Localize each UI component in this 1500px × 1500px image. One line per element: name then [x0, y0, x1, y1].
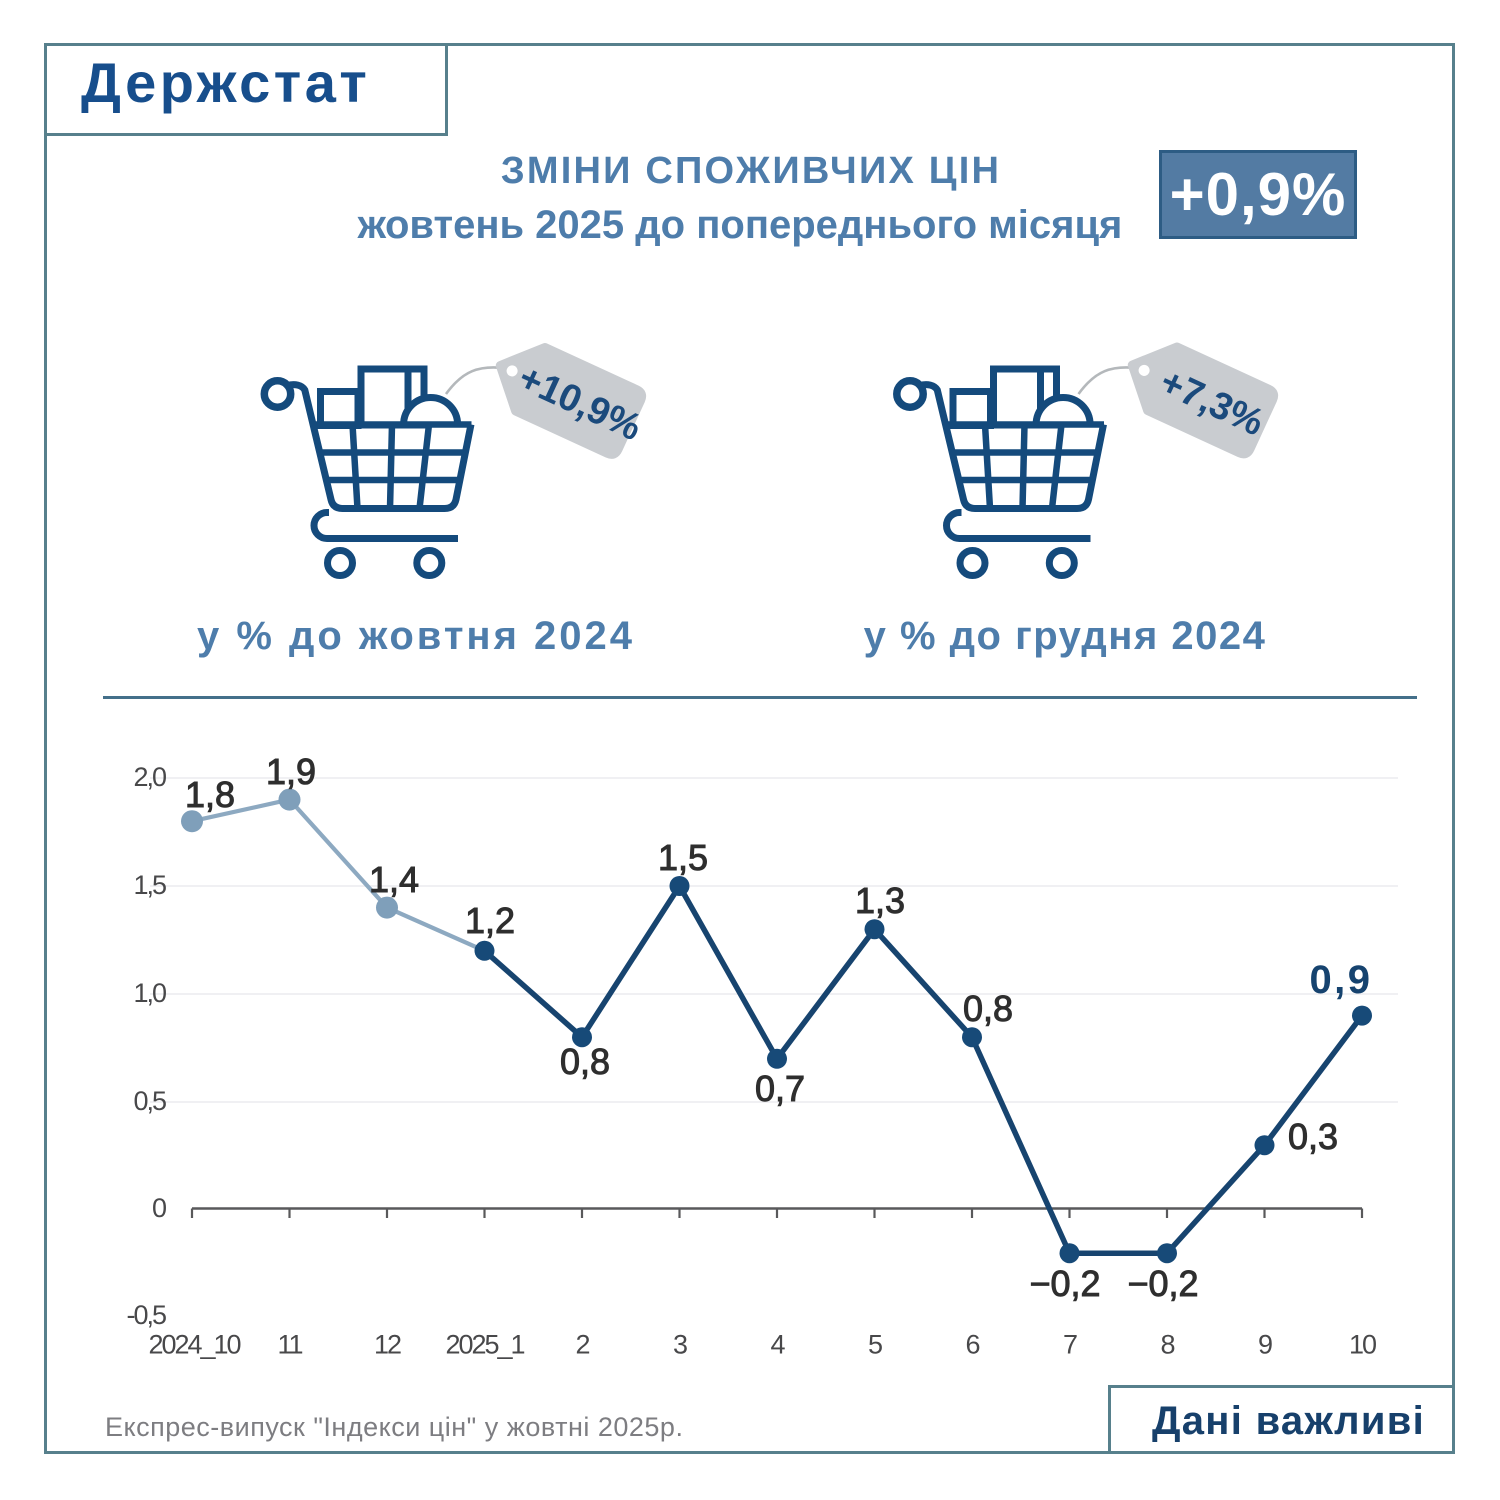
- svg-text:1,8: 1,8: [185, 774, 235, 815]
- svg-text:6: 6: [965, 1330, 979, 1360]
- svg-text:0,5: 0,5: [133, 1086, 166, 1116]
- svg-text:0: 0: [152, 1193, 166, 1223]
- svg-text:1,9: 1,9: [266, 751, 316, 792]
- svg-text:10: 10: [1349, 1330, 1376, 1360]
- svg-text:0,8: 0,8: [963, 988, 1013, 1029]
- svg-text:1,4: 1,4: [369, 859, 419, 900]
- svg-text:1,3: 1,3: [855, 880, 905, 921]
- svg-text:4: 4: [770, 1330, 785, 1360]
- svg-text:2024_10: 2024_10: [148, 1330, 240, 1360]
- svg-text:5: 5: [868, 1330, 882, 1360]
- svg-text:12: 12: [374, 1330, 401, 1360]
- svg-text:-0,5: -0,5: [126, 1300, 166, 1330]
- svg-text:0,7: 0,7: [755, 1068, 805, 1109]
- svg-text:0,8: 0,8: [560, 1041, 610, 1082]
- svg-text:0,3: 0,3: [1288, 1116, 1338, 1157]
- svg-text:−0,2: −0,2: [1029, 1263, 1100, 1304]
- svg-text:2025_1: 2025_1: [445, 1330, 524, 1360]
- svg-text:−0,2: −0,2: [1127, 1263, 1198, 1304]
- svg-text:0,9: 0,9: [1309, 958, 1372, 1002]
- svg-text:7: 7: [1063, 1330, 1077, 1360]
- svg-text:2,0: 2,0: [133, 762, 166, 792]
- svg-text:1,2: 1,2: [465, 900, 515, 941]
- svg-text:9: 9: [1258, 1330, 1272, 1360]
- svg-text:1,5: 1,5: [133, 870, 166, 900]
- svg-text:2: 2: [575, 1330, 589, 1360]
- svg-text:1,5: 1,5: [658, 837, 708, 878]
- svg-text:3: 3: [673, 1330, 687, 1360]
- svg-text:8: 8: [1160, 1330, 1174, 1360]
- svg-text:11: 11: [277, 1330, 302, 1360]
- svg-text:1,0: 1,0: [133, 978, 166, 1008]
